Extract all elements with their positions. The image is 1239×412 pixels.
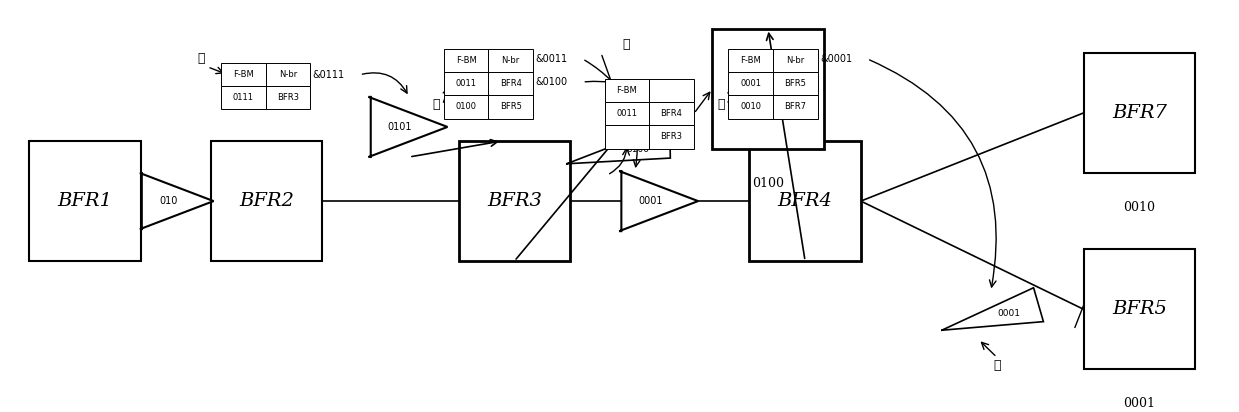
Text: N-br: N-br bbox=[279, 70, 297, 79]
Text: BFR4: BFR4 bbox=[660, 109, 683, 118]
Text: &0011: &0011 bbox=[535, 54, 567, 64]
Text: 0001: 0001 bbox=[740, 79, 761, 88]
Text: BFR4: BFR4 bbox=[778, 192, 833, 210]
Text: 0111: 0111 bbox=[233, 93, 254, 102]
Text: F-BM: F-BM bbox=[233, 70, 254, 79]
Text: 0001: 0001 bbox=[1124, 398, 1155, 410]
Bar bbox=[444, 72, 488, 95]
Bar bbox=[444, 49, 488, 72]
Text: 0010: 0010 bbox=[740, 103, 761, 111]
Text: BFR3: BFR3 bbox=[276, 93, 299, 102]
Text: 0100: 0100 bbox=[456, 103, 477, 111]
Text: F-BM: F-BM bbox=[456, 56, 477, 65]
Text: 0101: 0101 bbox=[388, 122, 411, 132]
Bar bbox=[1084, 249, 1194, 370]
Text: F-BM: F-BM bbox=[741, 56, 761, 65]
Text: BFR3: BFR3 bbox=[487, 192, 541, 210]
Text: 0100: 0100 bbox=[752, 177, 784, 190]
Bar bbox=[221, 63, 265, 86]
Bar bbox=[649, 79, 694, 102]
Text: BFR5: BFR5 bbox=[1111, 300, 1167, 318]
Text: &0100: &0100 bbox=[535, 77, 567, 87]
Text: BFR4: BFR4 bbox=[499, 79, 522, 88]
Text: &0001: &0001 bbox=[820, 54, 852, 64]
Bar bbox=[488, 95, 533, 119]
Bar bbox=[221, 86, 265, 109]
Bar bbox=[1084, 53, 1194, 173]
Bar bbox=[488, 72, 533, 95]
Text: 0001: 0001 bbox=[638, 196, 663, 206]
Polygon shape bbox=[140, 173, 213, 229]
Bar bbox=[773, 49, 818, 72]
Text: 与: 与 bbox=[197, 52, 204, 66]
Text: BFR7: BFR7 bbox=[784, 103, 807, 111]
Bar bbox=[649, 125, 694, 149]
Polygon shape bbox=[620, 171, 698, 231]
Polygon shape bbox=[368, 97, 447, 157]
Bar bbox=[444, 95, 488, 119]
Bar bbox=[265, 63, 310, 86]
Bar bbox=[265, 86, 310, 109]
Bar bbox=[458, 141, 570, 261]
Text: F-BM: F-BM bbox=[617, 86, 637, 95]
Bar bbox=[30, 141, 140, 261]
Bar bbox=[605, 125, 649, 149]
Text: N-br: N-br bbox=[502, 56, 519, 65]
Text: BFR6: BFR6 bbox=[741, 80, 795, 98]
Text: 0010: 0010 bbox=[1124, 201, 1155, 214]
Bar bbox=[649, 102, 694, 125]
Bar bbox=[605, 102, 649, 125]
Text: N-br: N-br bbox=[786, 56, 804, 65]
Bar bbox=[773, 72, 818, 95]
Bar bbox=[712, 29, 824, 149]
Bar bbox=[211, 141, 322, 261]
Text: 与: 与 bbox=[717, 98, 725, 111]
Text: 0011: 0011 bbox=[456, 79, 477, 88]
Text: BFR2: BFR2 bbox=[239, 192, 294, 210]
Polygon shape bbox=[566, 124, 670, 164]
Bar bbox=[729, 95, 773, 119]
Text: BFR1: BFR1 bbox=[57, 192, 113, 210]
Text: BFR3: BFR3 bbox=[660, 133, 683, 141]
Text: 0001: 0001 bbox=[997, 309, 1020, 318]
Text: BFR5: BFR5 bbox=[499, 103, 522, 111]
Text: 与: 与 bbox=[432, 98, 440, 111]
Polygon shape bbox=[942, 288, 1043, 330]
Text: 010: 010 bbox=[160, 196, 178, 206]
Text: 与: 与 bbox=[622, 38, 629, 51]
Bar bbox=[605, 79, 649, 102]
Text: 0011: 0011 bbox=[617, 109, 637, 118]
Bar bbox=[488, 49, 533, 72]
Bar bbox=[750, 141, 861, 261]
Text: &0111: &0111 bbox=[312, 70, 344, 80]
Text: 与: 与 bbox=[994, 359, 1001, 372]
Text: BFR7: BFR7 bbox=[1111, 104, 1167, 122]
Text: 0100: 0100 bbox=[626, 145, 649, 154]
Bar bbox=[729, 72, 773, 95]
Bar bbox=[773, 95, 818, 119]
Bar bbox=[729, 49, 773, 72]
Text: BFR5: BFR5 bbox=[784, 79, 807, 88]
